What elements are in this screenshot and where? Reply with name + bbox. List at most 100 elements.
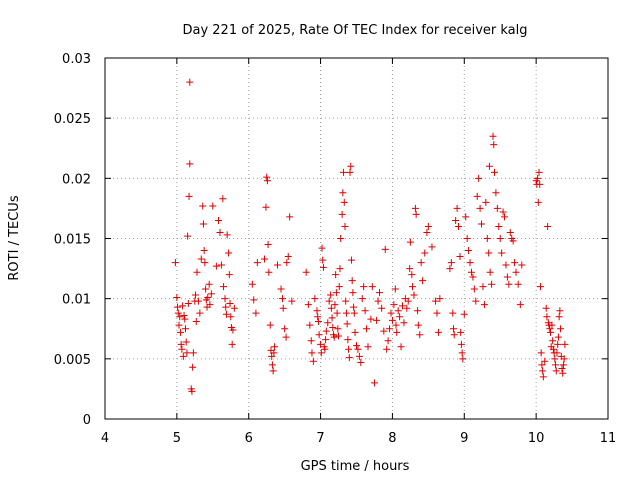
data-point — [459, 355, 467, 363]
data-point — [250, 296, 258, 304]
data-point — [558, 364, 566, 372]
data-point — [506, 228, 514, 236]
data-point — [230, 304, 238, 312]
data-point — [268, 361, 276, 369]
data-point — [536, 283, 544, 291]
data-point — [189, 349, 197, 357]
data-point — [327, 304, 335, 312]
data-point — [329, 324, 337, 332]
data-point — [394, 307, 402, 315]
data-point — [196, 309, 204, 317]
data-point — [456, 253, 464, 261]
data-point — [453, 204, 461, 212]
data-point — [509, 237, 517, 245]
data-point — [450, 325, 458, 333]
data-point — [400, 319, 408, 327]
data-point — [561, 340, 569, 348]
data-point — [174, 309, 182, 317]
data-point — [512, 268, 520, 276]
data-point — [549, 337, 557, 345]
data-point — [467, 268, 475, 276]
data-point — [192, 318, 200, 326]
data-point — [553, 349, 561, 357]
data-point — [197, 255, 205, 263]
data-point — [543, 313, 551, 321]
data-point — [279, 304, 287, 312]
data-point — [380, 327, 388, 335]
data-point — [284, 253, 292, 261]
data-point — [392, 321, 400, 329]
x-tick-label: 6 — [245, 431, 253, 446]
data-point — [171, 259, 179, 267]
data-point — [511, 259, 519, 267]
data-point — [350, 303, 358, 311]
data-point — [358, 295, 366, 303]
x-tick-label: 7 — [316, 431, 324, 446]
data-point — [412, 210, 420, 218]
data-point — [460, 310, 468, 318]
data-point — [308, 349, 316, 357]
data-point — [181, 315, 189, 323]
data-point — [261, 255, 269, 263]
data-point — [216, 228, 224, 236]
y-tick-label: 0 — [83, 413, 91, 428]
data-point — [476, 204, 484, 212]
data-point — [417, 259, 425, 267]
x-tick-label: 4 — [101, 431, 109, 446]
data-point — [384, 337, 392, 345]
data-point — [386, 325, 394, 333]
data-point — [313, 307, 321, 315]
data-point — [424, 222, 432, 230]
data-point — [223, 231, 231, 239]
data-point — [547, 328, 555, 336]
data-point — [343, 320, 351, 328]
data-point — [193, 268, 201, 276]
data-point — [549, 345, 557, 353]
data-point — [179, 302, 187, 310]
data-point — [189, 363, 197, 371]
data-point — [174, 303, 182, 311]
data-point — [181, 325, 189, 333]
data-point — [556, 307, 564, 315]
x-tick-label: 9 — [460, 431, 468, 446]
data-point — [330, 333, 338, 341]
data-point — [428, 243, 436, 251]
y-tick-label: 0.02 — [62, 172, 91, 187]
data-point — [311, 295, 319, 303]
data-point — [227, 313, 235, 321]
data-point — [319, 256, 327, 264]
data-point — [321, 345, 329, 353]
data-point — [419, 277, 427, 285]
data-point — [332, 289, 340, 297]
data-point — [381, 245, 389, 253]
data-point — [173, 293, 181, 301]
data-point — [538, 361, 546, 369]
data-point — [490, 141, 498, 149]
data-point — [179, 352, 187, 360]
data-point — [391, 285, 399, 293]
data-point — [221, 295, 229, 303]
data-point — [307, 337, 315, 345]
data-point — [202, 285, 210, 293]
data-point — [266, 321, 274, 329]
data-point — [406, 265, 414, 273]
data-point — [363, 325, 371, 333]
data-point — [559, 369, 567, 377]
x-tick-label: 8 — [388, 431, 396, 446]
data-point — [489, 132, 497, 140]
data-point — [347, 256, 355, 264]
data-point — [534, 174, 542, 182]
data-point — [536, 180, 544, 188]
data-point — [473, 192, 481, 200]
data-points — [171, 78, 569, 395]
data-point — [288, 297, 296, 305]
data-point — [499, 208, 507, 216]
data-point — [486, 268, 494, 276]
data-point — [328, 314, 336, 322]
data-point — [554, 340, 562, 348]
data-point — [340, 168, 348, 176]
data-point — [185, 192, 193, 200]
data-point — [370, 379, 378, 387]
x-tick-labels: 4 5 6 7 8 9 10 11 — [101, 431, 616, 446]
data-point — [514, 280, 522, 288]
